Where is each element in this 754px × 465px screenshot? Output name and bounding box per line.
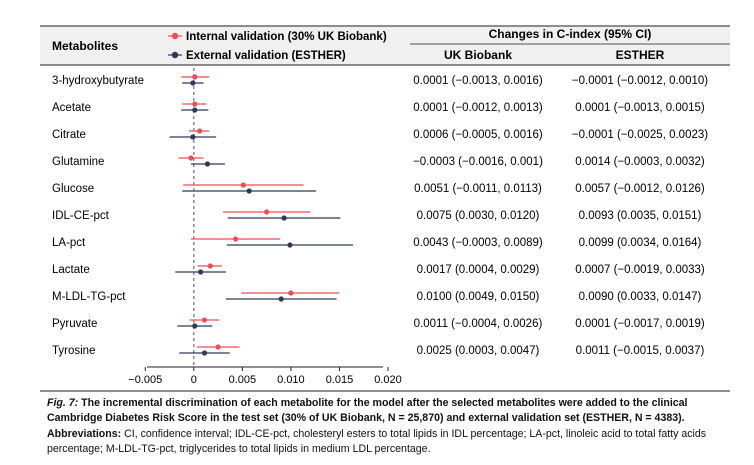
point-internal	[264, 209, 270, 215]
forest-plot-figure: Metabolites Changes in C-index (95% CI) …	[40, 25, 730, 392]
row-3-hydroxybutyrate: 3-hydroxybutyrate 0.0001 (−0.0013, 0.0016…	[52, 74, 708, 87]
caption-figure-label: Fig. 7:	[47, 397, 79, 409]
row-label: 3-hydroxybutyrate	[52, 75, 144, 87]
column-header-uk-biobank: UK Biobank	[444, 48, 512, 62]
point-internal	[207, 263, 213, 269]
legend: Internal validation (30% UK Biobank) Ext…	[168, 31, 387, 62]
x-axis: −0.005 0 0.005 0.010 0.015 0.020	[40, 366, 730, 392]
row-label: Glucose	[52, 183, 94, 195]
x-tick-label: 0.020	[374, 374, 402, 386]
point-internal	[288, 290, 294, 296]
point-external	[190, 80, 196, 86]
x-tick-label: 0.015	[326, 374, 354, 386]
x-tick-label: −0.005	[128, 374, 162, 386]
row-acetate: Acetate 0.0001 (−0.0012, 0.0013) 0.0001 (−…	[52, 101, 705, 114]
value-esther: 0.0057 (−0.0012, 0.0126)	[575, 183, 705, 195]
point-external	[190, 134, 196, 140]
point-external	[287, 242, 293, 248]
value-uk-biobank: 0.0017 (0.0004, 0.0029)	[417, 264, 540, 276]
point-internal	[240, 182, 246, 188]
point-internal	[201, 317, 208, 323]
row-tyrosine: Tyrosine 0.0025 (0.0003, 0.0047) 0.0011 (−…	[52, 344, 704, 357]
point-internal	[188, 155, 194, 161]
value-esther: 0.0014 (−0.0003, 0.0032)	[575, 156, 705, 168]
row-m-ldl-tg-pct: M-LDL-TG-pct 0.0100 (0.0049, 0.0150) 0.009…	[52, 290, 702, 303]
row-label: Glutamine	[52, 156, 104, 168]
row-label: Citrate	[52, 129, 86, 141]
value-esther: 0.0090 (0.0033, 0.0147)	[579, 291, 702, 303]
value-esther: 0.0011 (−0.0015, 0.0037)	[576, 345, 705, 357]
row-la-pct: LA-pct 0.0043 (−0.0003, 0.0089) 0.0099 (0.…	[52, 236, 702, 249]
value-uk-biobank: 0.0043 (−0.0003, 0.0089)	[413, 237, 543, 249]
row-label: Pyruvate	[52, 318, 97, 330]
row-citrate: Citrate 0.0006 (−0.0005, 0.0016) −0.0001 (…	[52, 128, 708, 141]
row-label: IDL-CE-pct	[52, 210, 110, 222]
x-tick-label: 0	[191, 374, 197, 386]
x-tick-label: 0.010	[277, 374, 305, 386]
value-uk-biobank: −0.0003 (−0.0016, 0.001)	[413, 156, 543, 168]
point-internal	[192, 74, 198, 80]
row-lactate: Lactate 0.0017 (0.0004, 0.0029) 0.0007 (−0…	[52, 263, 705, 276]
point-internal	[197, 128, 203, 134]
row-pyruvate: Pyruvate 0.0011 (−0.0004, 0.0026) 0.0001 (…	[52, 317, 705, 330]
row-header: Metabolites	[52, 39, 118, 53]
point-external	[192, 323, 198, 329]
point-external	[198, 269, 204, 275]
point-external	[201, 350, 208, 356]
point-external	[281, 215, 287, 221]
legend-marker-internal	[171, 32, 179, 40]
value-uk-biobank: 0.0006 (−0.0005, 0.0016)	[413, 129, 543, 141]
value-esther: 0.0001 (−0.0017, 0.0019)	[575, 318, 705, 330]
row-label: Lactate	[52, 264, 90, 276]
value-esther: 0.0093 (0.0035, 0.0151)	[579, 210, 702, 222]
caption-abbreviations-label: Abbreviations:	[47, 427, 122, 440]
caption-lead-text: The incremental discrimination of each m…	[47, 397, 688, 425]
column-header-esther: ESTHER	[616, 48, 665, 62]
value-uk-biobank: 0.0100 (0.0049, 0.0150)	[417, 291, 540, 303]
point-internal	[215, 344, 221, 350]
value-uk-biobank: 0.0025 (0.0003, 0.0047)	[417, 345, 540, 357]
figure-caption: Fig. 7: The incremental discrimination o…	[47, 396, 737, 457]
row-label: M-LDL-TG-pct	[52, 291, 126, 303]
point-external	[192, 107, 198, 113]
value-esther: 0.0099 (0.0034, 0.0164)	[579, 237, 702, 249]
point-external	[246, 188, 252, 194]
row-label: LA-pct	[52, 237, 86, 249]
caption-abbreviations-text: CI, confidence interval; IDL-CE-pct, cho…	[47, 427, 707, 455]
value-uk-biobank: 0.0001 (−0.0012, 0.0013)	[413, 102, 543, 114]
value-esther: 0.0007 (−0.0019, 0.0033)	[575, 264, 705, 276]
legend-marker-external	[171, 51, 179, 59]
column-group-header: Changes in C-index (95% CI)	[489, 27, 652, 41]
row-idl-ce-pct: IDL-CE-pct 0.0075 (0.0030, 0.0120) 0.0093 …	[52, 209, 702, 222]
legend-label-internal: Internal validation (30% UK Biobank)	[186, 31, 387, 43]
row-label: Acetate	[52, 102, 91, 114]
point-internal	[192, 101, 198, 107]
header-background	[40, 26, 730, 65]
forest-rows: 3-hydroxybutyrate 0.0001 (−0.0013, 0.0016…	[52, 68, 708, 367]
value-uk-biobank: 0.0011 (−0.0004, 0.0026)	[414, 318, 543, 330]
value-uk-biobank: 0.0051 (−0.0011, 0.0113)	[414, 183, 542, 195]
row-glutamine: Glutamine −0.0003 (−0.0016, 0.001) 0.0014 …	[52, 155, 705, 168]
x-tick-label: 0.005	[229, 374, 257, 386]
value-esther: −0.0001 (−0.0025, 0.0023)	[572, 129, 708, 141]
value-uk-biobank: 0.0075 (0.0030, 0.0120)	[417, 210, 540, 222]
point-external	[278, 296, 284, 302]
row-glucose: Glucose 0.0051 (−0.0011, 0.0113) 0.0057 (−…	[52, 182, 705, 195]
value-uk-biobank: 0.0001 (−0.0013, 0.0016)	[413, 75, 543, 87]
legend-label-external: External validation (ESTHER)	[186, 50, 346, 62]
value-esther: 0.0001 (−0.0013, 0.0015)	[575, 102, 705, 114]
point-external	[204, 161, 211, 167]
value-esther: −0.0001 (−0.0012, 0.0010)	[572, 75, 708, 87]
point-internal	[232, 236, 239, 242]
row-label: Tyrosine	[52, 345, 95, 357]
